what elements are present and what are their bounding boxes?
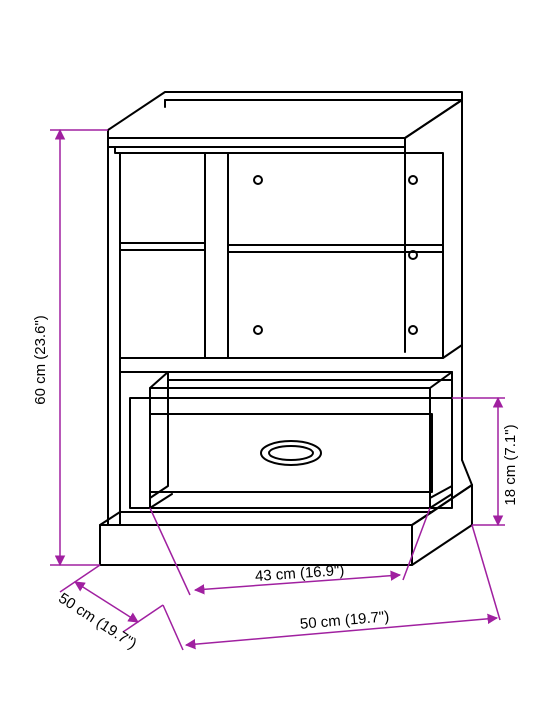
label-depth: 50 cm (19.7") — [55, 590, 139, 653]
dimension-labels: 60 cm (23.6") 50 cm (19.7") 43 cm (16.9"… — [32, 315, 519, 653]
dim-drawer-height — [452, 398, 505, 525]
dim-width — [163, 525, 500, 650]
furniture-drawing — [100, 92, 472, 565]
dim-height — [50, 130, 108, 565]
label-drawer-height: 18 cm (7.1") — [502, 424, 519, 505]
label-height: 60 cm (23.6") — [32, 315, 49, 405]
